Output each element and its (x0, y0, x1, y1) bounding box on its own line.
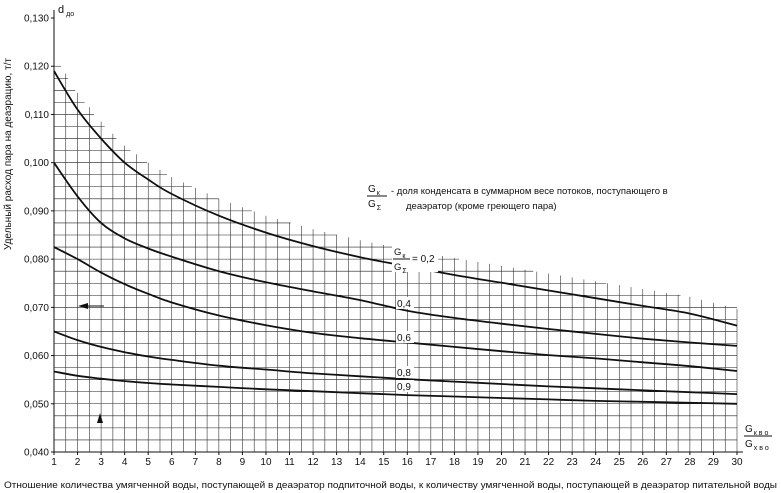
x-tick-label: 21 (519, 457, 531, 468)
x-tick-label: 23 (567, 457, 579, 468)
arrow-markers (78, 303, 104, 423)
svg-text:GΣ: GΣ (394, 262, 407, 275)
legend-note: Gк GΣ - доля конденсата в суммарном весе… (367, 184, 682, 212)
y-tick-label: 0,130 (24, 14, 49, 25)
y-tick-label: 0,090 (24, 206, 49, 217)
y-tick-label: 0,060 (24, 351, 49, 362)
x-tick-label: 28 (684, 457, 696, 468)
svg-text:Gх в о: Gх в о (745, 439, 769, 452)
series-line-2 (53, 246, 738, 372)
series-line-4 (53, 370, 738, 405)
x-tick-label: 30 (731, 457, 743, 468)
x-tick-label: 2 (75, 457, 81, 468)
x-tick-label: 29 (708, 457, 720, 468)
x-tick-label: 27 (661, 457, 673, 468)
x-tick-label: 25 (614, 457, 626, 468)
x-tick-label: 20 (496, 457, 508, 468)
svg-text:0,8: 0,8 (397, 368, 411, 379)
y-tick-label: 0,100 (24, 158, 49, 169)
x-tick-label: 10 (260, 457, 272, 468)
x-tick-label: 15 (378, 457, 390, 468)
x-tick-label: 9 (240, 457, 246, 468)
series-label-2: 0,6 (396, 331, 414, 344)
x-symbol: Gк в о Gх в о (744, 424, 772, 452)
axes (51, 10, 743, 455)
y-tick-labels: 0,040 0,050 0,060 0,070 0,080 0,090 0,100 0,110… (24, 14, 49, 459)
series-label-0: Gк GΣ = 0,2 (392, 244, 438, 275)
x-axis-label: Отношение количества умягченной воды, по… (4, 480, 777, 490)
svg-text:0,9: 0,9 (397, 382, 411, 393)
x-tick-label: 13 (331, 457, 343, 468)
series-label-4: 0,9 (396, 380, 414, 393)
series-line-1 (53, 162, 738, 347)
y-tick-label: 0,120 (24, 62, 49, 73)
x-tick-labels: 1 2 3 4 5 6 7 8 9 10 11 12 13 14 15 16 17 18 19 20 21 22 23 24 2… (51, 457, 743, 468)
y-tick-label: 0,110 (25, 110, 50, 121)
svg-text:- доля конденсата в суммарном: - доля конденсата в суммарном весе поток… (391, 186, 668, 197)
x-tick-label: 3 (98, 457, 104, 468)
x-tick-label: 26 (637, 457, 649, 468)
svg-text:Gк: Gк (368, 184, 381, 197)
x-tick-label: 18 (449, 457, 461, 468)
grid (53, 18, 738, 453)
series-line-0 (53, 70, 738, 327)
svg-text:0,6: 0,6 (397, 333, 411, 344)
series-labels: Gк GΣ = 0,2 0,4 0,6 0,8 0,9 (392, 244, 438, 393)
svg-text:деаэратор (кроме греющего пара: деаэратор (кроме греющего пара) (406, 201, 557, 212)
x-tick-label: 8 (216, 457, 222, 468)
x-tick-label: 7 (193, 457, 199, 468)
x-tick-label: 19 (472, 457, 484, 468)
y-tick-label: 0,080 (24, 255, 49, 266)
x-tick-label: 22 (543, 457, 555, 468)
y-tick-label: 0,040 (24, 448, 49, 459)
series-label-3: 0,8 (396, 366, 414, 379)
x-tick-label: 6 (169, 457, 175, 468)
x-tick-label: 4 (122, 457, 128, 468)
svg-text:GΣ: GΣ (368, 199, 382, 212)
y-symbol: d до (58, 4, 74, 18)
series-line-3 (53, 330, 738, 395)
x-tick-label: 12 (308, 457, 320, 468)
y-tick-label: 0,070 (24, 303, 49, 314)
x-tick-label: 16 (402, 457, 414, 468)
series-label-1: 0,4 (396, 297, 414, 310)
svg-text:Gк в о: Gк в о (745, 424, 768, 437)
x-tick-label: 11 (284, 457, 295, 468)
x-tick-label: 14 (355, 457, 367, 468)
x-tick-label: 24 (590, 457, 602, 468)
svg-text:= 0,2: = 0,2 (412, 254, 435, 265)
x-tick-label: 5 (145, 457, 151, 468)
series-curves (53, 70, 738, 405)
y-tick-label: 0,050 (24, 399, 49, 410)
svg-text:Gк: Gк (394, 247, 406, 260)
x-tick-label: 17 (425, 457, 437, 468)
x-tick-label: 1 (51, 457, 57, 468)
svg-text:0,4: 0,4 (397, 299, 411, 310)
y-axis-label: Удельный расход пара на деаэрацию, т/т (3, 58, 14, 250)
